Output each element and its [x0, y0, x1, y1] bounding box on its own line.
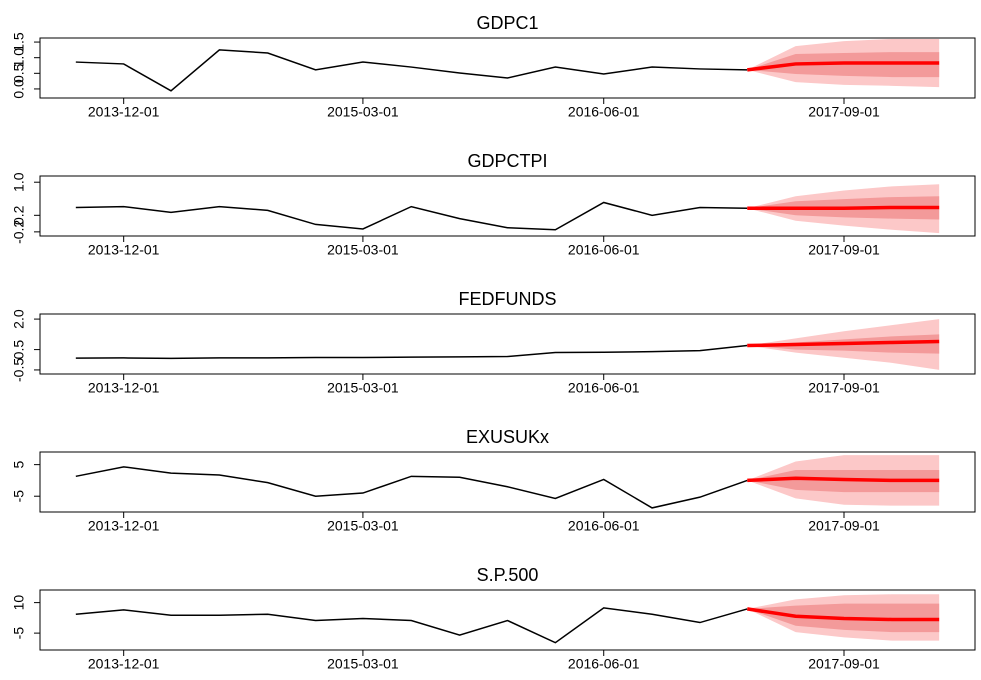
plot-frame [39, 37, 976, 99]
y-tick-label: 0.0 [11, 79, 27, 99]
forecast-line [747, 339, 940, 348]
y-tick-label: -5 [11, 490, 27, 503]
panel-title: GDPC1 [476, 13, 538, 33]
observed-line [75, 49, 748, 92]
panel: S.P.500 -5 10 2013-12-01 2015-03-01 2016-06-0… [11, 565, 976, 672]
y-tick-label: 1.5 [11, 32, 27, 52]
x-tick-label: 2015-03-01 [327, 380, 399, 396]
x-tick-label: 2015-03-01 [327, 518, 399, 534]
x-tick-label: 2017-09-01 [808, 242, 880, 258]
x-tick-label: 2017-09-01 [808, 380, 880, 396]
panel-title: EXUSUKx [466, 427, 549, 447]
x-tick-label: 2013-12-01 [88, 380, 160, 396]
forecast-line [747, 61, 940, 72]
forecast-line [747, 476, 940, 483]
y-tick-label: -0.2 [11, 220, 27, 244]
x-tick-label: 2016-06-01 [568, 104, 640, 120]
observed-line [75, 201, 748, 231]
plot-frame [39, 589, 976, 651]
x-tick-label: 2015-03-01 [327, 242, 399, 258]
x-tick-label: 2017-09-01 [808, 104, 880, 120]
x-tick-label: 2016-06-01 [568, 518, 640, 534]
x-tick-label: 2017-09-01 [808, 518, 880, 534]
y-tick-label: 0.5 [11, 340, 27, 360]
forecast-line [746, 607, 940, 622]
panel: GDPCTPI -0.20.2 1.0 2013-12-01 2015-03-01 201… [11, 151, 976, 258]
x-tick-label: 2015-03-01 [327, 656, 399, 672]
x-tick-label: 2013-12-01 [88, 518, 160, 534]
x-tick-label: 2016-06-01 [568, 656, 640, 672]
observed-line [75, 607, 748, 644]
y-tick-label: -5 [11, 627, 27, 640]
y-tick-label: 0.2 [11, 205, 27, 225]
plot-frame [39, 175, 976, 237]
panel: FEDFUNDS -0.50.5 2.0 2013-12-01 2015-03-01 20… [11, 289, 976, 396]
x-tick-label: 2013-12-01 [88, 104, 160, 120]
x-tick-label: 2016-06-01 [568, 242, 640, 258]
observed-line [75, 344, 748, 360]
y-tick-label: -0.5 [11, 358, 27, 382]
y-tick-label: 10 [11, 595, 27, 611]
y-tick-label: 2.0 [11, 309, 27, 329]
x-tick-label: 2015-03-01 [327, 104, 399, 120]
observed-line [75, 466, 748, 509]
y-tick-label: 0.5 [11, 63, 27, 83]
panel-title: S.P.500 [477, 565, 539, 585]
panel-title: FEDFUNDS [459, 289, 557, 309]
plot-frame [39, 451, 976, 513]
panel: EXUSUKx -5 5 2013-12-01 2015-03-01 2016-06-01… [11, 427, 976, 534]
x-tick-label: 2013-12-01 [88, 242, 160, 258]
x-tick-label: 2017-09-01 [808, 656, 880, 672]
x-tick-label: 2016-06-01 [568, 380, 640, 396]
y-tick-label: 1.0 [11, 48, 27, 68]
x-tick-label: 2013-12-01 [88, 656, 160, 672]
y-tick-label: 5 [11, 461, 27, 469]
panel: GDPC1 0.00.51.01.5 2013-12-01 2015-03-01 201… [11, 13, 976, 120]
plot-frame [39, 313, 976, 375]
forecast-line [747, 205, 940, 211]
panel-title: GDPCTPI [467, 151, 547, 171]
y-tick-label: 1.0 [11, 172, 27, 192]
